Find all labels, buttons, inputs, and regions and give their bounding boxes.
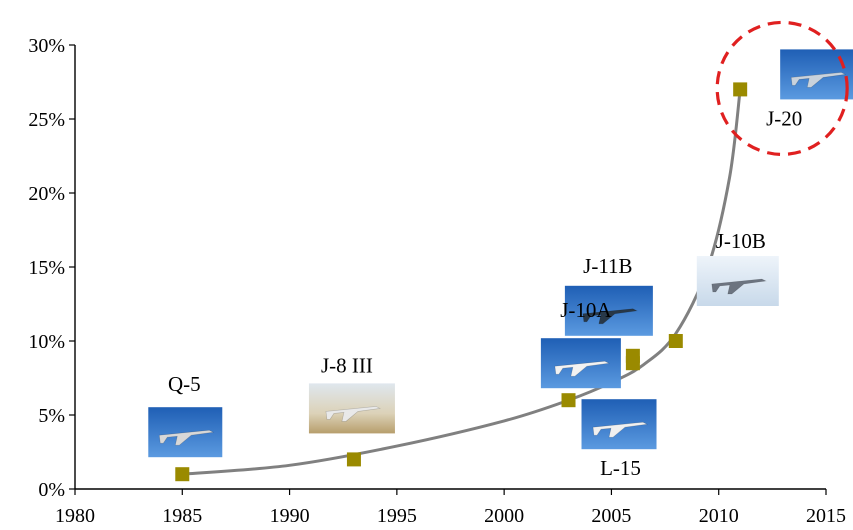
photo-background — [564, 285, 653, 336]
y-tick-label: 30% — [28, 35, 65, 57]
photo-background — [308, 383, 395, 434]
aircraft-photo — [540, 338, 621, 389]
data-point-marker — [668, 334, 683, 348]
photo-background — [696, 256, 779, 306]
jet-silhouette-icon — [554, 360, 610, 377]
jet-silhouette-icon — [790, 72, 847, 88]
data-point-marker — [733, 82, 748, 97]
jet-silhouette-icon — [582, 308, 638, 325]
x-tick-label: 2000 — [484, 505, 524, 527]
aircraft-label: J-10A — [560, 298, 612, 322]
aircraft-label: J-10B — [716, 229, 766, 253]
x-tick-label: 1980 — [55, 505, 95, 527]
x-tick-label: 2015 — [806, 505, 846, 527]
data-point-marker — [561, 393, 576, 408]
aircraft-labels: Q-5 J-8 III L-15 J-10A J-11B J-10B J-20 — [168, 106, 802, 480]
highlight-layer — [715, 20, 849, 157]
jet-silhouette-icon — [325, 406, 381, 422]
jet-silhouette-icon — [592, 421, 649, 438]
x-tick-label: 1985 — [162, 505, 202, 527]
aircraft-photo — [696, 256, 779, 306]
aircraft-label: L-15 — [600, 456, 641, 480]
aircraft-photo — [780, 49, 853, 100]
data-point-marker — [625, 348, 640, 363]
x-tick-label: 2005 — [591, 505, 631, 527]
aircraft-label: J-8 III — [321, 353, 373, 377]
y-tick-label: 10% — [28, 331, 65, 353]
highlight-dashed-circle — [715, 20, 849, 157]
aircraft-photos — [148, 49, 853, 458]
y-tick-label: 25% — [28, 109, 65, 131]
y-tick-label: 5% — [38, 405, 65, 427]
jet-silhouette-icon — [158, 429, 215, 446]
x-tick-label: 1995 — [377, 505, 417, 527]
data-point-marker — [346, 452, 361, 467]
data-markers — [175, 82, 748, 482]
x-tick-label: 2010 — [699, 505, 739, 527]
y-tick-label: 0% — [38, 479, 65, 501]
aircraft-photo — [148, 407, 223, 458]
y-tick-label: 15% — [28, 257, 65, 279]
aircraft-label: J-20 — [766, 106, 802, 130]
y-tick-label: 20% — [28, 183, 65, 205]
aircraft-photo — [564, 285, 653, 336]
aircraft-label: Q-5 — [168, 372, 201, 396]
jet-silhouette-icon — [711, 278, 767, 295]
x-tick-label: 1990 — [270, 505, 310, 527]
aircraft-label: J-11B — [583, 254, 632, 278]
axes: 0% 5% 10% 15% 20% 25% 30% 1980 1985 1990 1995 2000 2… — [28, 35, 846, 527]
data-point-marker — [175, 467, 190, 482]
aircraft-photo — [308, 383, 395, 434]
aircraft-photo — [581, 399, 657, 450]
